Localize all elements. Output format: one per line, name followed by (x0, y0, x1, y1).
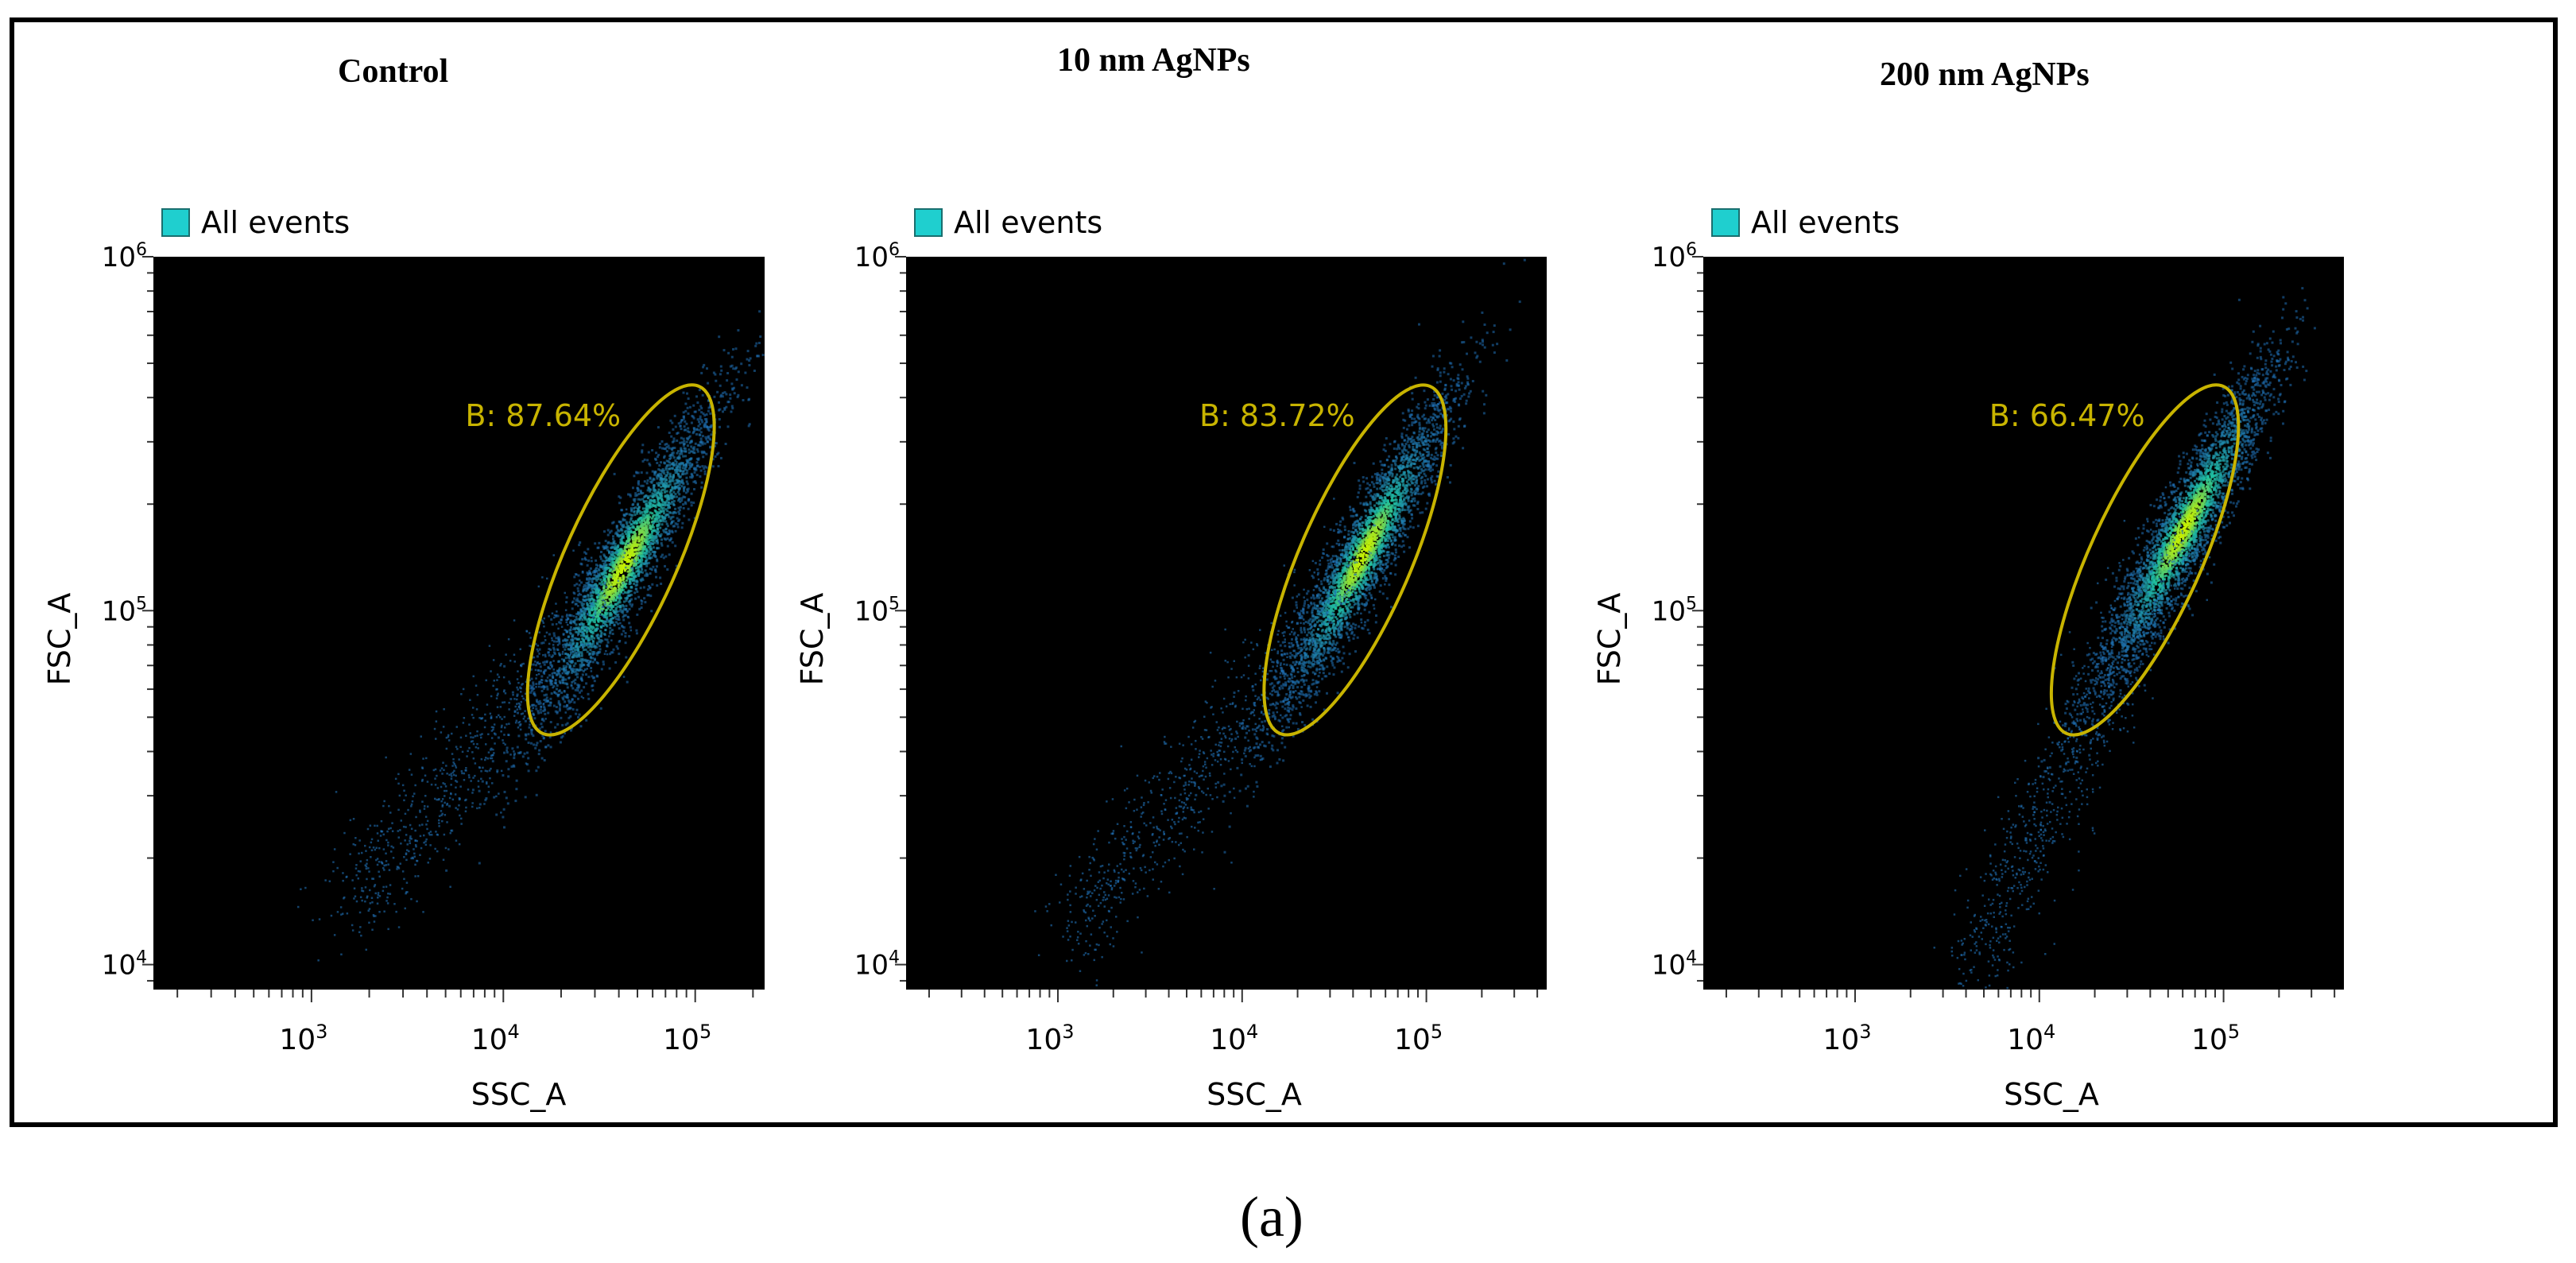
y-axis-label: FSC_A (1592, 593, 1627, 686)
y-axis: 104 105 106 FSC_A (795, 240, 906, 982)
x-axis-label: SSC_A (471, 1077, 567, 1112)
gate-label: B: 87.64% (465, 398, 621, 433)
figure-caption: (a) (1240, 1185, 1303, 1249)
legend-swatch (161, 208, 190, 237)
y-axis-label: FSC_A (42, 593, 77, 686)
legend-label: All events (1751, 205, 1900, 240)
x-tick-label: 105 (2191, 1021, 2240, 1056)
plot-area (906, 257, 1547, 990)
y-tick-label: 105 (1652, 594, 1697, 627)
y-axis: 104 105 106 FSC_A (42, 240, 153, 982)
gate-label: B: 83.72% (1199, 398, 1355, 433)
panel-title-10nm: 10 nm AgNPs (1057, 42, 1250, 79)
x-tick-label: 104 (471, 1021, 520, 1056)
x-tick-label: 103 (1823, 1021, 1871, 1056)
x-tick-label: 105 (1394, 1021, 1443, 1056)
event-density-cloud (297, 310, 765, 962)
y-tick-label: 106 (1652, 240, 1697, 273)
legend-swatch (1711, 208, 1740, 237)
gate-ellipse (1262, 383, 1448, 737)
event-density-cloud (1933, 287, 2316, 990)
x-tick-label: 105 (663, 1021, 711, 1056)
gate-ellipse (525, 383, 716, 737)
y-tick-label: 105 (854, 594, 900, 627)
x-axis-label: SSC_A (1207, 1077, 1302, 1112)
x-axis: 103 104 105 SSC_A (928, 990, 1539, 1112)
y-tick-label: 104 (1652, 948, 1697, 982)
gate-label: B: 66.47% (1989, 398, 2145, 433)
plot-area (1703, 257, 2344, 990)
x-tick-label: 103 (1025, 1021, 1074, 1056)
x-tick-label: 104 (2007, 1021, 2055, 1056)
plot-area (153, 257, 765, 990)
y-tick-label: 106 (854, 240, 900, 273)
y-tick-label: 104 (854, 948, 900, 982)
legend-swatch (914, 208, 943, 237)
x-axis-label: SSC_A (2004, 1077, 2099, 1112)
y-axis-label: FSC_A (795, 593, 830, 686)
gate-ellipse (2049, 383, 2241, 737)
x-axis: 103 104 105 SSC_A (176, 990, 754, 1112)
panel-title-control: Control (338, 53, 449, 90)
legend-label: All events (201, 205, 350, 240)
event-density-cloud (1034, 258, 1526, 986)
y-axis: 104 105 106 FSC_A (1592, 240, 1703, 982)
x-axis: 103 104 105 SSC_A (1725, 990, 2336, 1112)
x-tick-label: 104 (1210, 1021, 1258, 1056)
panel-title-200nm: 200 nm AgNPs (1880, 56, 2090, 93)
x-tick-label: 103 (279, 1021, 327, 1056)
y-tick-label: 105 (102, 594, 147, 627)
y-tick-label: 104 (102, 948, 147, 982)
legend-label: All events (954, 205, 1102, 240)
y-tick-label: 106 (102, 240, 147, 273)
